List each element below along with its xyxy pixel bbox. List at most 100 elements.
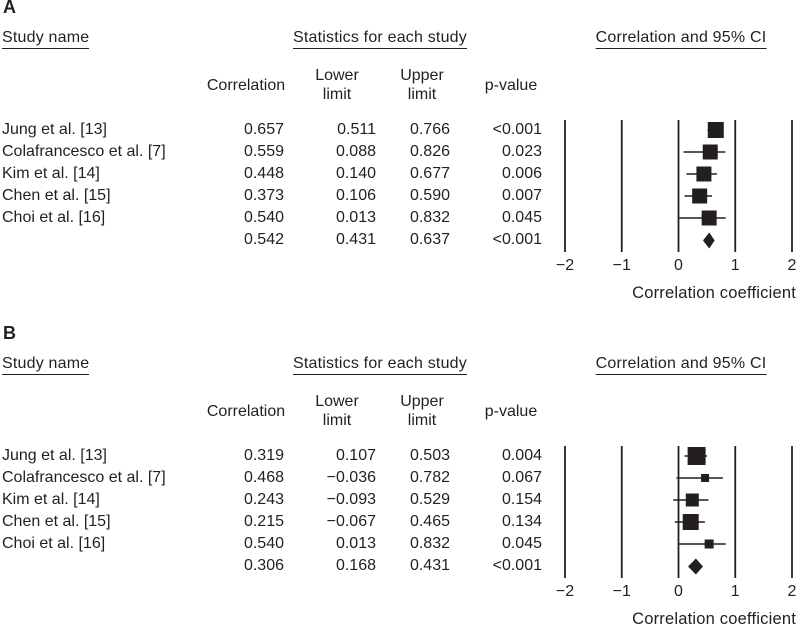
column-header-lower-limit: Lower limit: [315, 67, 359, 103]
lower-limit-value: 0.140: [335, 165, 376, 182]
summary-diamond: [688, 558, 703, 575]
effect-square: [696, 166, 712, 182]
lower-limit-value: −0.093: [326, 491, 376, 508]
study-row: Chen et al. [15] 0.373 0.106 0.590 0.007: [0, 185, 560, 207]
study-name-header: Study name: [2, 29, 90, 49]
correlation-value: 0.657: [243, 121, 284, 138]
tick-label: 2: [788, 257, 797, 274]
study-name: Chen et al. [15]: [2, 513, 111, 530]
p-value: 0.004: [501, 447, 542, 464]
lower-limit-value: 0.106: [335, 187, 376, 204]
study-rows: Jung et al. [13] 0.319 0.107 0.503 0.004 Cola…: [0, 445, 560, 577]
panel-label: A: [3, 0, 17, 17]
effect-square: [685, 493, 699, 507]
lower-limit-value: 0.013: [335, 535, 376, 552]
summary-row: 0.542 0.431 0.637 <0.001: [0, 229, 560, 251]
effect-square: [701, 210, 717, 226]
correlation-value: 0.319: [243, 447, 284, 464]
lower-limit-value: 0.088: [335, 143, 376, 160]
lower-limit-value: −0.067: [326, 513, 376, 530]
study-name: Choi et al. [16]: [2, 535, 106, 552]
column-header-correlation: Correlation: [206, 402, 286, 420]
study-row: Kim et al. [14] 0.448 0.140 0.677 0.006: [0, 163, 560, 185]
correlation-value: 0.468: [243, 469, 284, 486]
study-name: Chen et al. [15]: [2, 187, 111, 204]
column-header-lower-limit: Lower limit: [315, 393, 359, 429]
panel-a: A Study name Statistics for each study C…: [0, 0, 798, 305]
forest-plot: −2 −1 0 1 2: [556, 120, 797, 274]
study-row: Kim et al. [14] 0.243 −0.093 0.529 0.154: [0, 489, 560, 511]
upper-limit-value: 0.529: [409, 491, 450, 508]
effect-square: [707, 122, 724, 138]
upper-limit-value: 0.832: [409, 535, 450, 552]
study-name: Choi et al. [16]: [2, 209, 106, 226]
panel-label: B: [3, 323, 17, 343]
column-header-p-value: p-value: [484, 76, 538, 94]
statistics-header: Statistics for each study: [293, 29, 467, 49]
study-row: Colafrancesco et al. [7] 0.559 0.088 0.826 0…: [0, 141, 560, 163]
correlation-value: 0.542: [243, 231, 284, 248]
effect-square: [682, 514, 699, 530]
correlation-value: 0.215: [243, 513, 284, 530]
study-name: Kim et al. [14]: [2, 165, 100, 182]
panel-b: B Study name Statistics for each study C…: [0, 323, 798, 631]
upper-limit-value: 0.766: [409, 121, 450, 138]
ci-header: Correlation and 95% CI: [595, 29, 767, 49]
study-name: Kim et al. [14]: [2, 491, 100, 508]
p-value: <0.001: [492, 557, 542, 574]
effect-square: [704, 539, 714, 549]
p-value: 0.006: [501, 165, 542, 182]
upper-limit-value: 0.503: [409, 447, 450, 464]
lower-limit-value: 0.168: [335, 557, 376, 574]
column-header-upper-limit: Upper limit: [400, 393, 444, 429]
study-name: Jung et al. [13]: [2, 447, 107, 464]
correlation-value: 0.243: [243, 491, 284, 508]
summary-row: 0.306 0.168 0.431 <0.001: [0, 555, 560, 577]
upper-limit-value: 0.677: [409, 165, 450, 182]
upper-limit-value: 0.832: [409, 209, 450, 226]
tick-label: 2: [788, 583, 797, 600]
tick-label: −1: [613, 583, 631, 600]
study-rows: Jung et al. [13] 0.657 0.511 0.766 <0.001 Col…: [0, 119, 560, 251]
p-value: 0.045: [501, 209, 542, 226]
x-axis-label: Correlation coefficient: [632, 284, 796, 302]
column-header-correlation: Correlation: [206, 76, 286, 94]
study-row: Chen et al. [15] 0.215 −0.067 0.465 0.134: [0, 511, 560, 533]
upper-limit-value: 0.782: [409, 469, 450, 486]
upper-limit-value: 0.431: [409, 557, 450, 574]
lower-limit-value: 0.107: [335, 447, 376, 464]
study-name-header: Study name: [2, 355, 90, 375]
tick-label: 1: [731, 583, 740, 600]
lower-limit-value: 0.511: [337, 121, 376, 138]
statistics-header: Statistics for each study: [293, 355, 467, 375]
study-name: Jung et al. [13]: [2, 121, 107, 138]
study-name: Colafrancesco et al. [7]: [2, 469, 166, 486]
tick-label: 0: [674, 583, 683, 600]
forest-plot: −2 −1 0 1 2: [556, 446, 797, 600]
ci-header: Correlation and 95% CI: [595, 355, 767, 375]
effect-square: [702, 144, 718, 160]
p-value: 0.023: [501, 143, 542, 160]
tick-label: −2: [556, 257, 574, 274]
study-row: Choi et al. [16] 0.540 0.013 0.832 0.045: [0, 533, 560, 555]
p-value: 0.045: [501, 535, 542, 552]
study-row: Colafrancesco et al. [7] 0.468 −0.036 0.782…: [0, 467, 560, 489]
upper-limit-value: 0.637: [409, 231, 450, 248]
correlation-value: 0.540: [243, 535, 284, 552]
lower-limit-value: −0.036: [326, 469, 376, 486]
x-axis-label: Correlation coefficient: [632, 610, 796, 628]
lower-limit-value: 0.013: [335, 209, 376, 226]
lower-limit-value: 0.431: [335, 231, 376, 248]
upper-limit-value: 0.590: [409, 187, 450, 204]
tick-label: −1: [613, 257, 631, 274]
study-name: Colafrancesco et al. [7]: [2, 143, 166, 160]
column-header-upper-limit: Upper limit: [400, 67, 444, 103]
study-row: Jung et al. [13] 0.319 0.107 0.503 0.004: [0, 445, 560, 467]
correlation-value: 0.448: [243, 165, 284, 182]
tick-label: −2: [556, 583, 574, 600]
tick-label: 1: [731, 257, 740, 274]
correlation-value: 0.306: [243, 557, 284, 574]
correlation-value: 0.540: [243, 209, 284, 226]
upper-limit-value: 0.826: [409, 143, 450, 160]
column-header-p-value: p-value: [484, 402, 538, 420]
